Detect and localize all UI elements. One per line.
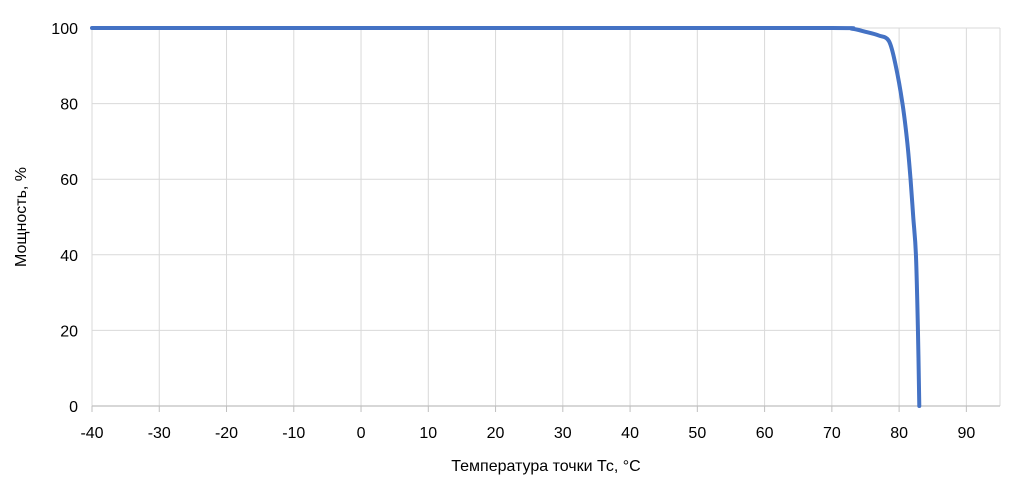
x-tick-label: 20	[487, 425, 505, 442]
y-tick-label: 20	[60, 323, 78, 340]
x-tick-label: 30	[554, 425, 572, 442]
x-tick-label: 50	[688, 425, 706, 442]
y-tick-label: 80	[60, 97, 78, 114]
x-tick-label: -40	[80, 425, 103, 442]
tick-labels: 0 20 40 60 80 100 -40 -30 -20 -10 0 10 20 30 40 50 60 70 8…	[51, 21, 975, 442]
x-tick-label: 10	[419, 425, 437, 442]
grid	[91, 27, 1001, 406]
x-tick-label: 80	[890, 425, 908, 442]
x-tick-label: 0	[357, 425, 366, 442]
y-tick-label: 0	[69, 399, 78, 416]
x-axis-title: Температура точки Тс, °С	[451, 458, 640, 475]
x-tick-label: -30	[148, 425, 171, 442]
y-tick-label: 40	[60, 248, 78, 265]
x-tick-label: -20	[215, 425, 238, 442]
series-line-0	[90, 25, 922, 408]
y-tick-label: 60	[60, 172, 78, 189]
x-tick-label: 90	[957, 425, 975, 442]
y-axis-title: Мощность, %	[13, 167, 30, 267]
x-tick-label: 70	[823, 425, 841, 442]
y-tick-label: 100	[51, 21, 78, 38]
axes	[91, 405, 1000, 412]
x-tick-label: 60	[756, 425, 774, 442]
x-tick-label: 40	[621, 425, 639, 442]
x-tick-label: -10	[282, 425, 305, 442]
series	[90, 25, 922, 408]
